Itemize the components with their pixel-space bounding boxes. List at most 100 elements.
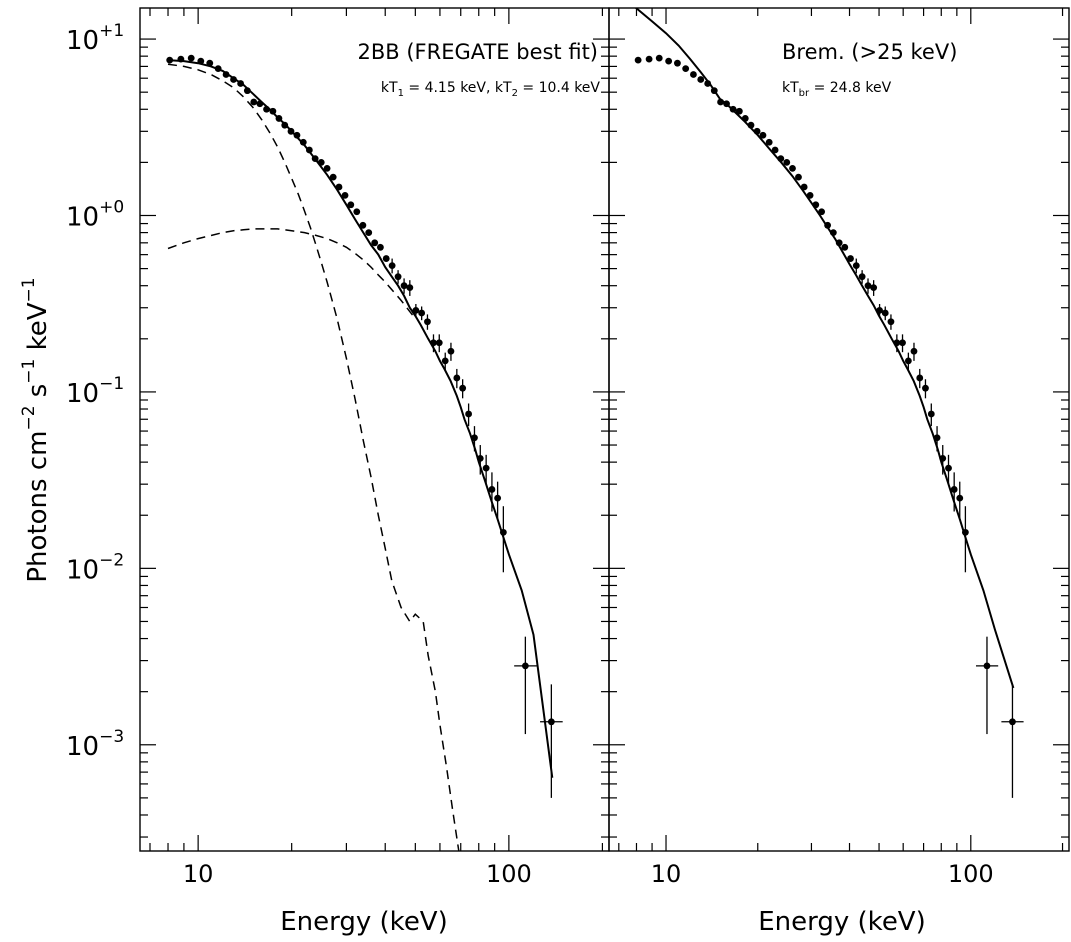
- left-x-axis-label: Energy (keV): [280, 907, 448, 937]
- right-data-point: [927, 410, 935, 418]
- right-panel-title: Brem. (>25 keV): [782, 40, 957, 64]
- y-tick-label-exponent: −3: [99, 727, 124, 747]
- right-data-point: [800, 183, 808, 191]
- right-data-point: [753, 127, 761, 135]
- y-tick-label-base: 10: [66, 26, 99, 56]
- right-data-point: [950, 486, 958, 493]
- left-data-point: [230, 76, 237, 83]
- left-data-point: [166, 56, 174, 64]
- right-data-point: [922, 384, 929, 392]
- left-data-point: [256, 100, 264, 108]
- left-data-point: [365, 229, 373, 236]
- y-tick-label-exponent: −1: [99, 374, 124, 394]
- left-data-point: [394, 273, 402, 281]
- left-data-point: [406, 284, 414, 292]
- y-tick-label-base: 10: [66, 555, 99, 585]
- right-data-point: [674, 59, 681, 67]
- right-data-point: [723, 100, 730, 108]
- right-data-point: [771, 146, 779, 154]
- left-data-point: [222, 71, 230, 78]
- right-data-point: [747, 121, 755, 129]
- left-data-point: [275, 115, 283, 122]
- left-data-point: [471, 434, 478, 442]
- y-tick-label-exponent: +0: [99, 197, 124, 217]
- left-data-point: [441, 357, 449, 365]
- left-data-point: [353, 208, 361, 216]
- left-data-point: [187, 54, 195, 62]
- right-data-point: [682, 65, 690, 73]
- left-data-point: [388, 262, 396, 270]
- right-data-point: [841, 243, 849, 251]
- left-panel-frame: [139, 7, 610, 852]
- y-tick-label-exponent: +1: [99, 21, 124, 41]
- left-model-curve-2: [167, 228, 416, 320]
- left-data-point: [335, 183, 343, 191]
- left-data-point: [430, 339, 437, 347]
- y-tick-label-base: 10: [66, 732, 99, 762]
- left-data-point: [293, 131, 301, 139]
- right-data-point: [759, 131, 767, 139]
- left-x-tick-label: 100: [486, 860, 532, 888]
- right-data-point: [835, 239, 843, 247]
- right-data-point: [783, 158, 791, 166]
- right-data-point: [690, 71, 697, 78]
- right-data-point: [777, 155, 785, 163]
- left-data-point: [299, 138, 307, 146]
- left-data-point: [521, 662, 529, 670]
- right-x-axis-label: Energy (keV): [758, 907, 926, 937]
- right-data-point: [1009, 718, 1016, 726]
- left-panel-title: 2BB (FREGATE best fit): [357, 40, 598, 64]
- left-data-point: [317, 158, 325, 166]
- right-data-point: [665, 57, 673, 65]
- left-data-point: [377, 243, 384, 251]
- right-data-point: [717, 98, 724, 106]
- y-tick-label: 10−3: [66, 727, 124, 762]
- right-data-point: [634, 56, 642, 64]
- right-model-curve-0: [634, 8, 1015, 689]
- right-data-point: [812, 201, 820, 209]
- left-data-point: [453, 374, 461, 382]
- left-data-point: [206, 59, 214, 67]
- right-data-point: [961, 528, 969, 536]
- left-data-point: [347, 201, 355, 209]
- y-tick-label-base: 10: [66, 379, 99, 409]
- axis-ticks: [140, 8, 1069, 851]
- right-data-point: [818, 208, 826, 216]
- right-data-point: [956, 494, 964, 502]
- y-tick-label: 10−2: [66, 550, 124, 585]
- right-data-point: [765, 138, 773, 146]
- right-data-point: [697, 76, 705, 83]
- left-data-point: [329, 173, 337, 181]
- right-data-point: [852, 262, 860, 270]
- right-data-point: [824, 221, 832, 229]
- left-data-point: [371, 239, 379, 247]
- left-data-point: [237, 80, 245, 87]
- right-data-point: [983, 662, 991, 670]
- y-tick-label: 10+1: [66, 21, 124, 56]
- right-panel-plot: [634, 8, 1024, 798]
- right-data-point: [645, 55, 653, 63]
- left-x-tick-label: 10: [183, 860, 214, 888]
- left-model-curve-1: [167, 63, 460, 851]
- left-data-point: [341, 191, 349, 199]
- right-x-tick-label: 10: [651, 860, 682, 888]
- left-data-point: [243, 87, 251, 95]
- left-data-point: [311, 155, 319, 163]
- y-tick-label-base: 10: [66, 202, 99, 232]
- y-tick-label: 10−1: [66, 374, 124, 409]
- right-data-point: [916, 374, 924, 382]
- left-data-point: [281, 121, 289, 129]
- left-data-point: [499, 528, 507, 536]
- left-data-point: [494, 494, 502, 502]
- left-data-point: [424, 318, 431, 326]
- right-data-point: [933, 434, 941, 442]
- left-data-point: [412, 306, 420, 314]
- right-data-point: [945, 464, 952, 472]
- right-data-point: [847, 255, 854, 262]
- right-data-point: [729, 105, 737, 113]
- right-data-point: [904, 357, 912, 365]
- right-data-point: [910, 347, 918, 355]
- right-panel-frame: [608, 7, 1070, 852]
- left-data-point: [476, 454, 484, 462]
